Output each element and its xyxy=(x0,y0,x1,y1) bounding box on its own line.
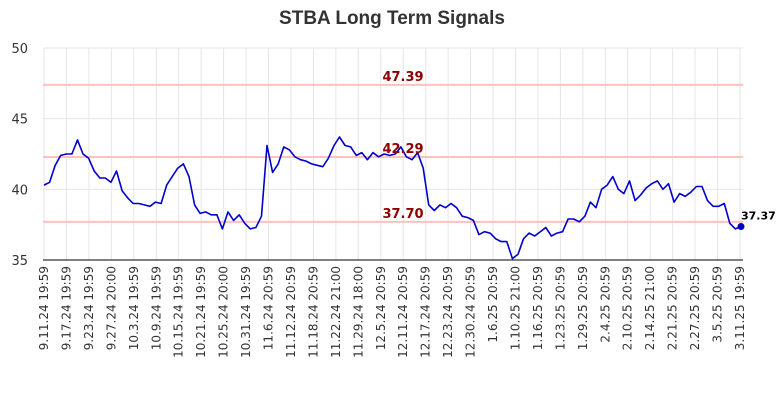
x-tick-label: 12.11.24 20:59 xyxy=(396,266,410,358)
labels: 47.39 42.29 37.70 37.37 xyxy=(382,70,775,223)
x-tick-label: 11.12.24 20:59 xyxy=(284,266,298,358)
x-tick-label: 9.23.24 19:59 xyxy=(82,266,96,350)
x-tick-label: 2.10.25 20:59 xyxy=(621,266,635,350)
x-tick-label: 11.18.24 20:59 xyxy=(306,266,320,358)
reference-line-label: 47.39 xyxy=(382,70,423,85)
x-tick-label: 10.15.24 19:59 xyxy=(172,266,186,358)
x-tick-label: 3.11.25 19:59 xyxy=(733,266,747,350)
x-tick-label: 12.5.24 20:59 xyxy=(374,266,388,350)
x-tick-label: 9.11.24 19:59 xyxy=(37,266,51,350)
x-tick-label: 1.10.25 21:00 xyxy=(508,266,522,350)
x-tick-label: 10.25.24 20:00 xyxy=(217,266,231,358)
y-tick-label: 45 xyxy=(11,113,28,128)
x-tick-label: 1.6.25 20:59 xyxy=(486,266,500,343)
x-tick-label: 11.29.24 18:00 xyxy=(351,266,365,358)
x-tick-label: 2.14.25 21:00 xyxy=(643,266,657,350)
x-tick-label: 11.22.24 21:00 xyxy=(329,266,343,358)
x-tick-label: 1.23.25 20:59 xyxy=(553,266,567,350)
x-tick-label: 10.31.24 19:59 xyxy=(239,266,253,358)
x-tick-label: 12.17.24 20:59 xyxy=(419,266,433,358)
y-tick-label: 40 xyxy=(11,183,28,198)
reference-line-label: 42.29 xyxy=(382,142,423,157)
x-tick-label: 9.17.24 19:59 xyxy=(59,266,73,350)
x-tick-label: 12.30.24 20:59 xyxy=(464,266,478,358)
x-tick-label: 10.21.24 19:59 xyxy=(194,266,208,358)
grid xyxy=(43,47,743,261)
price-series xyxy=(43,136,745,260)
reference-line-label: 37.70 xyxy=(382,207,423,222)
y-tick-label: 50 xyxy=(11,42,28,57)
x-tick-label: 10.3.24 19:59 xyxy=(127,266,141,350)
x-tick-label: 2.27.25 20:59 xyxy=(688,266,702,350)
last-value-marker xyxy=(737,223,745,231)
x-tick-label: 1.29.25 20:59 xyxy=(576,266,590,350)
y-tick-label: 35 xyxy=(11,254,28,269)
axes: 35 40 45 50 9.11.24 19:59 9.17.24 19:59 9.23.2… xyxy=(11,42,747,358)
chart-title: STBA Long Term Signals xyxy=(279,8,505,29)
price-line xyxy=(43,136,742,260)
reference-lines xyxy=(43,83,743,223)
x-tick-label: 1.16.25 20:59 xyxy=(531,266,545,350)
x-tick-label: 9.27.24 20:00 xyxy=(104,266,118,350)
x-tick-label: 3.5.25 20:59 xyxy=(711,266,725,343)
last-value-label: 37.37 xyxy=(741,210,776,223)
x-tick-label: 12.23.24 20:59 xyxy=(441,266,455,358)
x-tick-label: 10.9.24 19:59 xyxy=(149,266,163,350)
x-tick-label: 11.6.24 20:59 xyxy=(262,266,276,350)
x-tick-label: 2.21.25 20:59 xyxy=(666,266,680,350)
x-tick-label: 2.4.25 20:59 xyxy=(598,266,612,343)
